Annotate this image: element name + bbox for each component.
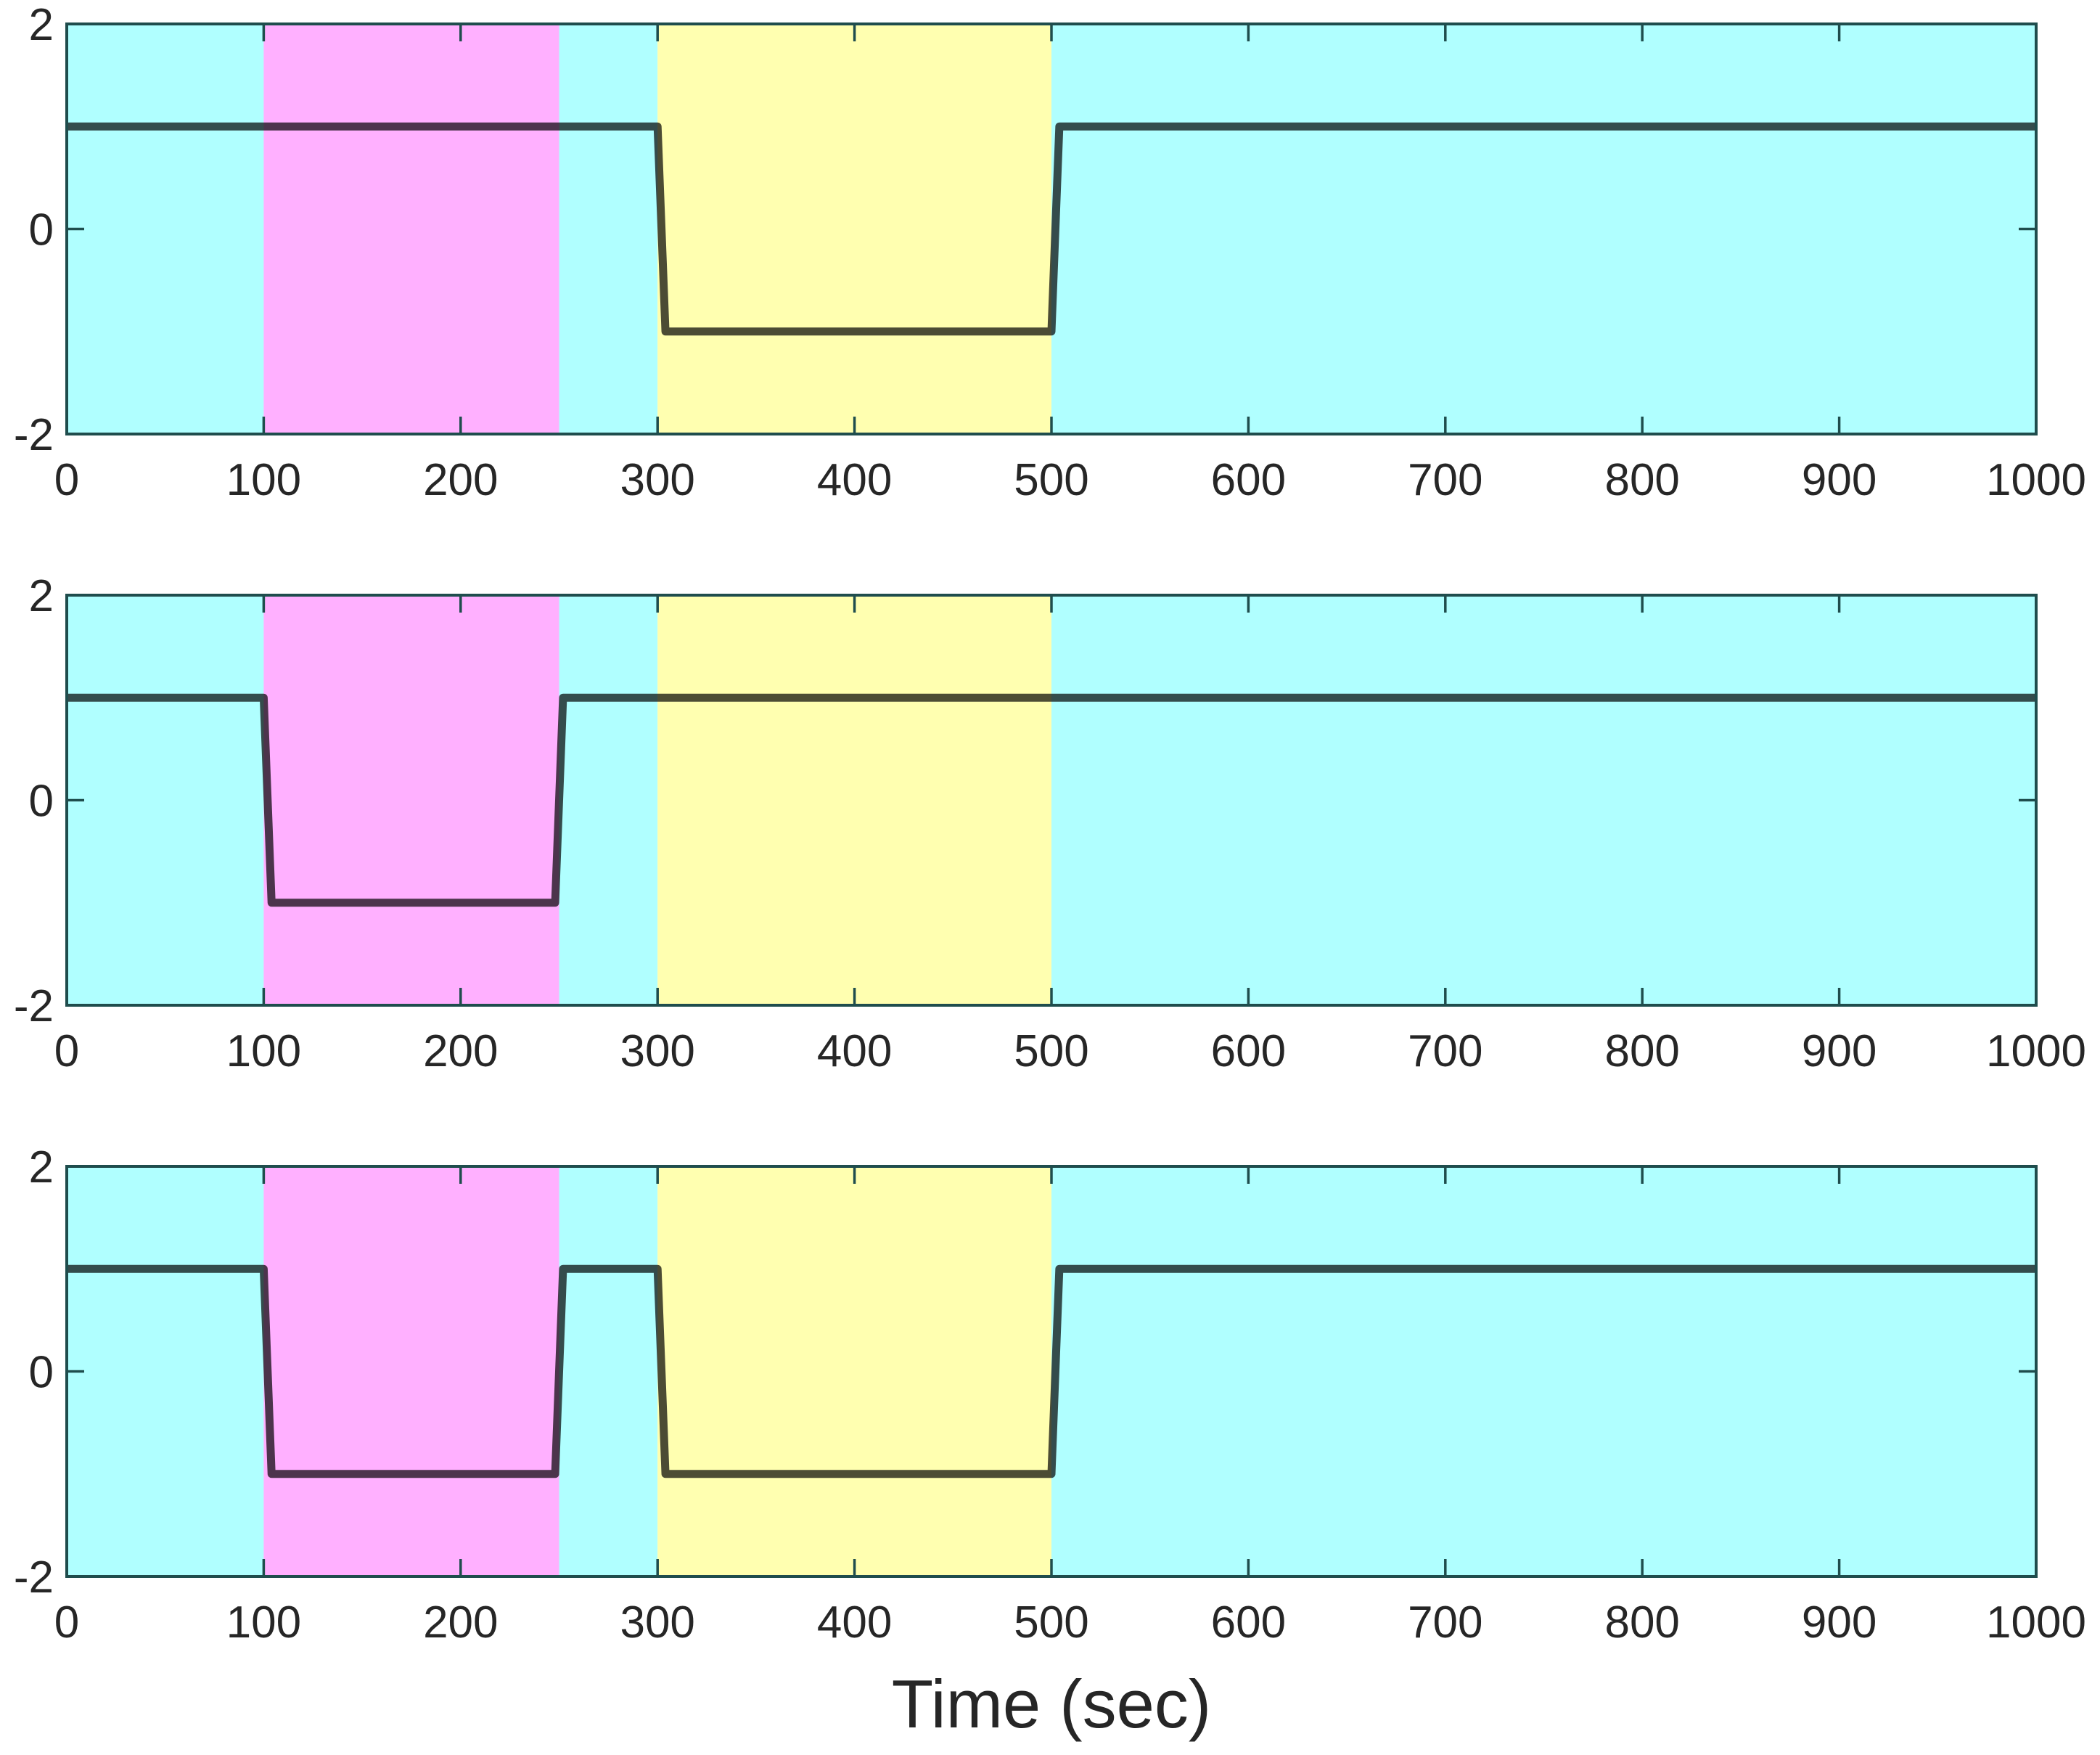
x-tick-label: 100 xyxy=(226,455,301,505)
y-ticks: -2 0 2 xyxy=(14,0,2036,460)
x-tick-label: 200 xyxy=(423,455,498,505)
y-tick-label: -2 xyxy=(14,1552,54,1603)
y-tick-label: 0 xyxy=(29,205,54,255)
y-tick-label: -2 xyxy=(14,981,54,1031)
shaded-regions xyxy=(67,1166,2036,1576)
x-tick-label: 0 xyxy=(54,455,79,505)
x-ticks: 0 100 200 300 400 500 600 700 800 900 1000 xyxy=(54,595,2086,1076)
x-tick-label: 500 xyxy=(1014,1598,1088,1648)
x-tick-label: 700 xyxy=(1408,1026,1482,1076)
x-tick-label: 500 xyxy=(1014,1026,1088,1076)
shaded-region-1 xyxy=(67,595,264,1005)
shaded-region-2 xyxy=(263,1166,559,1576)
shaded-region-4 xyxy=(657,24,1051,434)
shaded-region-4 xyxy=(657,1166,1051,1576)
x-tick-label: 500 xyxy=(1014,455,1088,505)
x-tick-label: 200 xyxy=(423,1598,498,1648)
y-tick-label: 2 xyxy=(29,571,54,621)
x-tick-label: 100 xyxy=(226,1598,301,1648)
y-tick-label: 0 xyxy=(29,777,54,827)
x-tick-label: 700 xyxy=(1408,1598,1482,1648)
shaded-region-3 xyxy=(559,24,658,434)
series-1-line xyxy=(67,693,2036,907)
shaded-region-1 xyxy=(67,1166,264,1576)
y-tick-label: -2 xyxy=(14,410,54,460)
shaded-region-5 xyxy=(1051,24,2036,434)
x-tick-label: 300 xyxy=(620,1598,694,1648)
x-tick-label: 300 xyxy=(620,455,694,505)
x-tick-label: 300 xyxy=(620,1026,694,1076)
series-1-line xyxy=(67,122,2036,336)
x-tick-label: 1000 xyxy=(1986,1026,2086,1076)
y-tick-label: 2 xyxy=(29,0,54,50)
x-ticks: 0 100 200 300 400 500 600 700 800 900 1000 xyxy=(54,24,2086,505)
x-tick-label: 0 xyxy=(54,1598,79,1648)
x-tick-label: 400 xyxy=(817,1598,892,1648)
shaded-region-2 xyxy=(263,24,559,434)
shaded-regions xyxy=(67,24,2036,434)
x-tick-label: 800 xyxy=(1604,455,1679,505)
y-ticks: -2 0 2 xyxy=(14,1142,2036,1603)
x-tick-label: 800 xyxy=(1604,1026,1679,1076)
x-tick-label: 1000 xyxy=(1986,455,2086,505)
x-tick-label: 400 xyxy=(817,455,892,505)
y-tick-label: 0 xyxy=(29,1348,54,1398)
shaded-region-2 xyxy=(263,595,559,1005)
shaded-region-5 xyxy=(1051,595,2036,1005)
x-tick-label: 400 xyxy=(817,1026,892,1076)
x-tick-label: 900 xyxy=(1802,1598,1877,1648)
y-ticks: -2 0 2 xyxy=(14,571,2036,1031)
x-tick-label: 200 xyxy=(423,1026,498,1076)
shaded-region-4 xyxy=(657,595,1051,1005)
shaded-region-1 xyxy=(67,24,264,434)
shaded-region-5 xyxy=(1051,1166,2036,1576)
shaded-region-3 xyxy=(559,595,658,1005)
x-tick-label: 600 xyxy=(1211,455,1286,505)
y-tick-label: 2 xyxy=(29,1142,54,1192)
x-ticks: 0 100 200 300 400 500 600 700 800 900 1000 xyxy=(54,1166,2086,1648)
subplot-3: 0 100 200 300 400 500 600 700 800 900 1000-202Time… xyxy=(14,1142,2086,1742)
subplot-2: 0 100 200 300 400 500 600 700 800 900 1000-202 xyxy=(14,571,2086,1076)
x-tick-label: 600 xyxy=(1211,1598,1286,1648)
x-tick-label: 700 xyxy=(1408,455,1482,505)
x-tick-label: 600 xyxy=(1211,1026,1286,1076)
x-axis-title: Time (sec) xyxy=(892,1666,1211,1742)
shaded-region-3 xyxy=(559,1166,658,1576)
subplot-1: 0 100 200 300 400 500 600 700 800 900 1000-202 xyxy=(14,0,2086,505)
x-tick-label: 100 xyxy=(226,1026,301,1076)
x-tick-label: 800 xyxy=(1604,1598,1679,1648)
shaded-regions xyxy=(67,595,2036,1005)
series-1-line xyxy=(67,1264,2036,1478)
x-tick-label: 900 xyxy=(1802,1026,1877,1076)
x-tick-label: 0 xyxy=(54,1026,79,1076)
x-tick-label: 900 xyxy=(1802,455,1877,505)
x-tick-label: 1000 xyxy=(1986,1598,2086,1648)
